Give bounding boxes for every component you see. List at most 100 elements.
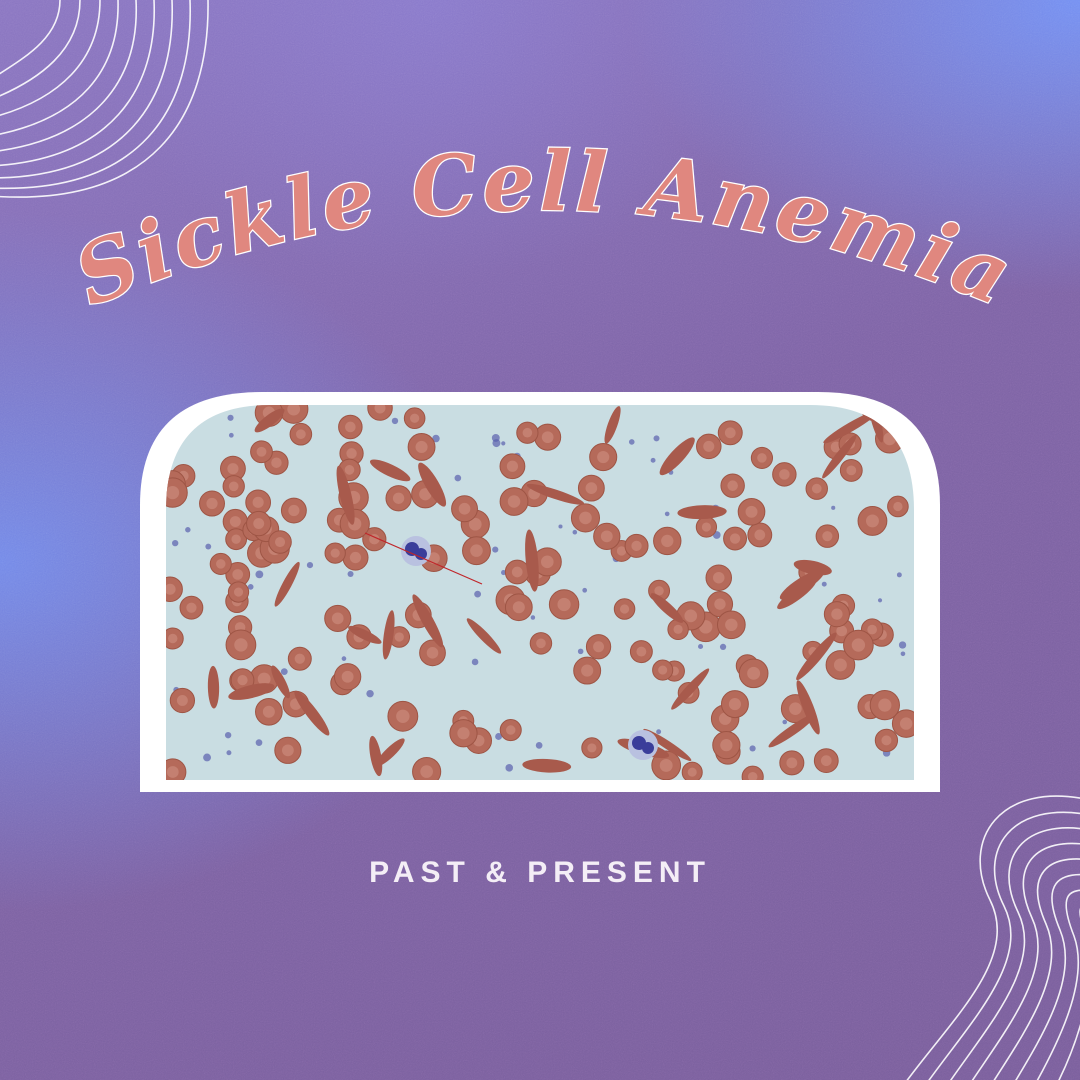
red-blood-cell-center	[833, 658, 847, 672]
sickle-cell	[779, 569, 825, 600]
red-blood-cell-center	[468, 517, 482, 531]
platelet	[172, 539, 179, 547]
platelet	[558, 524, 563, 529]
red-blood-cell-center	[597, 450, 610, 464]
red-blood-cell-center	[257, 672, 271, 686]
red-blood-cell-center	[757, 453, 767, 463]
platelet	[831, 505, 836, 510]
red-blood-cell-center	[349, 551, 362, 564]
sickle-cell	[526, 483, 585, 505]
sickle-cell	[650, 593, 684, 623]
platelet	[782, 719, 788, 725]
red-blood-cell-center	[505, 725, 516, 735]
platelet	[454, 474, 462, 482]
platelet	[306, 562, 314, 569]
red-blood-cell-center	[344, 465, 355, 475]
red-blood-cell-center	[754, 529, 766, 541]
wave-lines-top-left	[0, 0, 209, 198]
red-blood-cell-center	[820, 755, 832, 767]
red-blood-cell-center	[457, 727, 470, 740]
red-blood-cell-center	[237, 675, 248, 686]
platelet	[877, 598, 883, 603]
red-blood-cell-center	[658, 665, 668, 675]
red-blood-cell-center	[470, 544, 483, 557]
red-blood-cell-center	[811, 483, 822, 494]
sickle-cell	[369, 735, 383, 777]
sickle-cell	[412, 594, 444, 648]
red-blood-cell-center	[458, 502, 471, 515]
red-blood-cell-center	[593, 641, 605, 653]
red-blood-cell-center	[231, 534, 241, 544]
red-blood-cell-center	[507, 495, 521, 508]
red-blood-cell-center	[836, 625, 848, 637]
platelet	[227, 414, 234, 421]
sickle-cell	[418, 462, 447, 507]
red-blood-cell-center	[684, 609, 698, 623]
sickle-cell	[207, 665, 220, 709]
red-blood-cell-center	[426, 647, 439, 659]
red-blood-cell-center	[420, 765, 433, 778]
red-blood-cell-center	[631, 540, 642, 552]
platelet	[224, 732, 232, 739]
red-blood-cell-center	[186, 602, 197, 613]
platelet	[366, 689, 374, 698]
red-blood-cell-center	[779, 469, 790, 480]
sickle-cell	[604, 406, 621, 444]
sickle-cell	[768, 713, 817, 748]
platelet	[495, 733, 503, 740]
red-blood-cell-center	[281, 744, 294, 757]
red-blood-cell-center	[410, 413, 420, 423]
red-blood-cell-center	[511, 566, 523, 578]
sickle-cell	[659, 437, 695, 476]
red-blood-cell-center	[288, 504, 300, 517]
platelet	[501, 441, 506, 446]
platelet	[185, 527, 191, 533]
red-blood-cell-center	[786, 757, 798, 769]
platelet	[255, 739, 263, 746]
red-blood-cell-center	[899, 717, 913, 730]
sickle-cell	[671, 668, 710, 710]
red-blood-cell-center	[331, 612, 344, 625]
platelet	[821, 581, 827, 587]
red-blood-cell-center	[673, 624, 683, 634]
platelet	[900, 651, 906, 657]
red-blood-cell-center	[831, 608, 843, 620]
red-blood-cell-center	[729, 533, 741, 544]
red-blood-cell-center	[522, 427, 533, 438]
red-blood-cell-center	[233, 587, 244, 597]
red-blood-cell-center	[232, 569, 244, 580]
red-blood-cell-center	[747, 771, 758, 780]
sickle-cell	[466, 618, 502, 654]
red-blood-cell-center	[396, 709, 410, 723]
platelet	[205, 543, 212, 550]
platelet	[653, 435, 660, 442]
red-blood-cell-center	[341, 670, 354, 683]
platelet	[391, 417, 399, 425]
red-blood-cell-center	[720, 739, 733, 752]
red-blood-cell-center	[394, 632, 404, 642]
platelet	[501, 570, 507, 576]
subtitle: PAST & PRESENT	[369, 856, 711, 889]
wave-lines-bottom-right	[906, 795, 1080, 1080]
red-blood-cell-center	[234, 638, 248, 652]
red-blood-cell-center	[216, 559, 226, 569]
platelet	[505, 764, 514, 772]
red-blood-cell-center	[616, 546, 627, 556]
red-blood-cell-center	[701, 522, 711, 532]
red-blood-cell-center	[253, 518, 265, 530]
red-blood-cell-center	[206, 497, 218, 510]
platelet	[471, 658, 479, 666]
platelet	[572, 529, 578, 535]
platelet	[347, 570, 354, 578]
sickle-cell	[823, 410, 879, 444]
red-blood-cell-center	[789, 702, 802, 715]
sickle-cell	[522, 758, 572, 773]
red-blood-cell-center	[727, 480, 738, 491]
red-blood-cell-center	[714, 598, 726, 610]
platelet	[749, 745, 756, 752]
white-blood-cell-nucleus	[642, 742, 654, 754]
red-blood-cell-center	[330, 548, 340, 558]
red-blood-cell-center	[166, 766, 179, 778]
red-blood-cell-center	[168, 633, 178, 644]
platelet	[535, 742, 543, 749]
